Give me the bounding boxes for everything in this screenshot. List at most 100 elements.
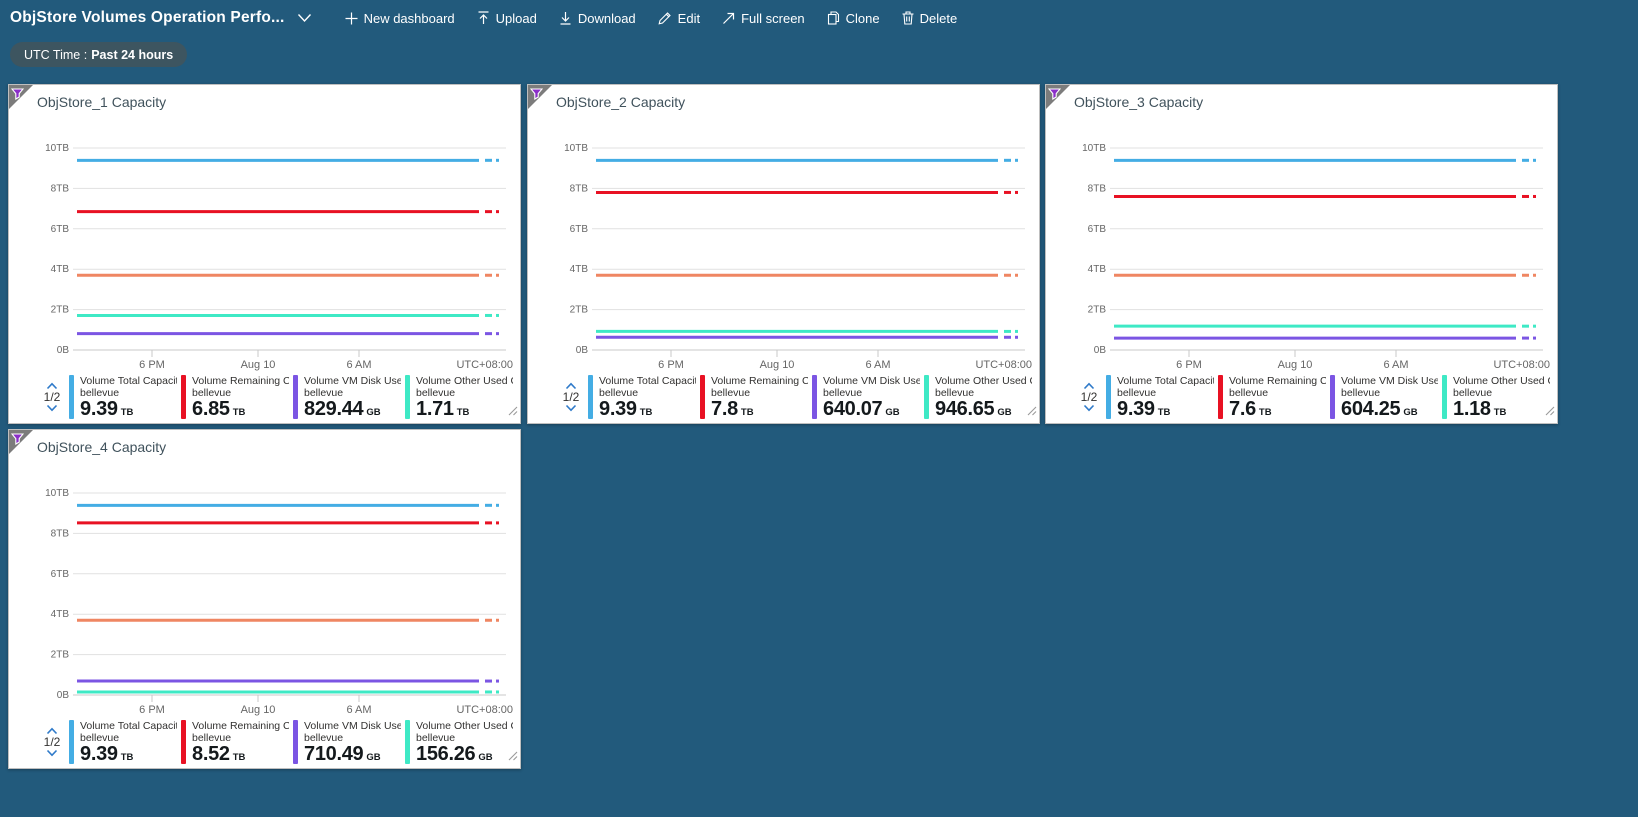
legend-metric-name: Volume Remaining Cap... bbox=[192, 375, 289, 387]
tile-resize-handle[interactable] bbox=[507, 748, 518, 766]
time-filter-value: Past 24 hours bbox=[91, 47, 174, 62]
edit-button[interactable]: Edit bbox=[647, 7, 711, 30]
legend-page-up-button[interactable] bbox=[1083, 382, 1095, 390]
legend-metric-unit: TB bbox=[232, 752, 246, 763]
y-axis-tick-label: 8TB bbox=[570, 183, 589, 194]
funnel-icon bbox=[1047, 87, 1062, 105]
legend-page-indicator: 1/2 bbox=[1080, 390, 1098, 404]
tile-objstore_4-capacity[interactable]: ObjStore_4 Capacity 10TB 8TB 6TB 4TB 2TB 0B 6 P… bbox=[8, 429, 521, 769]
legend-metric-value: 946.65 bbox=[935, 398, 995, 419]
y-axis-tick-label: 4TB bbox=[51, 264, 70, 275]
x-axis-tick-label: 6 AM bbox=[1383, 359, 1408, 371]
legend-resource-name: bellevue bbox=[599, 386, 639, 398]
legend-page-up-button[interactable] bbox=[46, 382, 58, 390]
legend-metric-unit: GB bbox=[885, 407, 900, 418]
delete-button[interactable]: Delete bbox=[891, 7, 969, 30]
button-label: Delete bbox=[919, 10, 958, 26]
legend-item[interactable]: Volume Total Capacit... bellevue 9.39 TB bbox=[69, 375, 177, 419]
legend-page-up-button[interactable] bbox=[46, 727, 58, 735]
legend-resource-name: bellevue bbox=[935, 386, 975, 398]
tile-resize-handle[interactable] bbox=[507, 403, 518, 421]
series-line-teal bbox=[596, 329, 1018, 333]
legend-resource-name: bellevue bbox=[304, 386, 344, 398]
legend-color-bar bbox=[812, 375, 817, 419]
x-axis-timezone-label: UTC+08:00 bbox=[456, 359, 513, 371]
series-line-orange bbox=[77, 273, 499, 277]
tile-title: ObjStore_3 Capacity bbox=[1074, 94, 1204, 110]
tile-title: ObjStore_4 Capacity bbox=[37, 439, 167, 455]
series-line-purple bbox=[77, 332, 499, 336]
upload-button[interactable]: Upload bbox=[466, 7, 548, 30]
legend-color-bar bbox=[588, 375, 593, 419]
new-dashboard-button[interactable]: New dashboard bbox=[334, 7, 466, 30]
tile-title: ObjStore_1 Capacity bbox=[37, 94, 167, 110]
legend-resource-name: bellevue bbox=[1117, 386, 1157, 398]
legend-page-down-button[interactable] bbox=[565, 404, 577, 412]
upload-icon bbox=[477, 11, 490, 25]
chevron-down-icon[interactable] bbox=[297, 13, 312, 23]
chart-legend: 1/2 Volume Total Capacit... bellevue 9.39 TB… bbox=[1072, 375, 1555, 419]
x-axis-tick-label: 6 AM bbox=[346, 359, 371, 371]
y-axis-tick-label: 2TB bbox=[51, 650, 70, 661]
x-axis-tick-label: 6 PM bbox=[1176, 359, 1202, 371]
legend-metric-unit: TB bbox=[639, 407, 653, 418]
chart-legend: 1/2 Volume Total Capacit... bellevue 9.39 TB… bbox=[35, 720, 518, 764]
y-axis-tick-label: 4TB bbox=[51, 609, 70, 620]
x-axis-tick-label: 6 PM bbox=[139, 704, 165, 716]
y-axis-tick-label: 4TB bbox=[570, 264, 589, 275]
legend-page-down-button[interactable] bbox=[46, 749, 58, 757]
series-line-orange bbox=[77, 618, 499, 622]
tile-objstore_2-capacity[interactable]: ObjStore_2 Capacity 10TB 8TB 6TB 4TB 2TB 0B 6 P… bbox=[527, 84, 1040, 424]
plus-icon bbox=[345, 12, 358, 25]
legend-page-up-button[interactable] bbox=[565, 382, 577, 390]
tile-resize-handle[interactable] bbox=[1544, 403, 1555, 421]
tile-title: ObjStore_2 Capacity bbox=[556, 94, 686, 110]
x-axis-tick-label: Aug 10 bbox=[760, 359, 795, 371]
time-filter-pill[interactable]: UTC Time : Past 24 hours bbox=[10, 42, 188, 67]
x-axis-timezone-label: UTC+08:00 bbox=[975, 359, 1032, 371]
download-icon bbox=[559, 11, 572, 25]
clone-icon bbox=[827, 11, 840, 25]
clone-button[interactable]: Clone bbox=[816, 7, 891, 30]
series-line-blue bbox=[596, 158, 1018, 162]
y-axis-tick-label: 6TB bbox=[51, 569, 70, 580]
tile-objstore_3-capacity[interactable]: ObjStore_3 Capacity 10TB 8TB 6TB 4TB 2TB 0B 6 P… bbox=[1045, 84, 1558, 424]
legend-item[interactable]: Volume Total Capacit... bellevue 9.39 TB bbox=[69, 720, 177, 764]
legend-item[interactable]: Volume Total Capacit... bellevue 9.39 TB bbox=[588, 375, 696, 419]
legend-metric-name: Volume Other Used Ca... bbox=[1453, 375, 1550, 387]
legend-metric-value: 604.25 bbox=[1341, 398, 1401, 419]
tile-objstore_1-capacity[interactable]: ObjStore_1 Capacity 10TB 8TB 6TB 4TB 2TB 0B 6 P… bbox=[8, 84, 521, 424]
toolbar-buttons: New dashboard Upload Download Edit Full scre… bbox=[334, 7, 969, 30]
legend-color-bar bbox=[1442, 375, 1447, 419]
legend-color-bar bbox=[293, 720, 298, 764]
fullscreen-icon bbox=[722, 12, 735, 25]
legend-metric-unit: TB bbox=[120, 407, 134, 418]
legend-resource-name: bellevue bbox=[192, 731, 232, 743]
legend-metric-value: 7.8 bbox=[711, 398, 738, 419]
legend-item[interactable]: Volume Total Capacit... bellevue 9.39 TB bbox=[1106, 375, 1214, 419]
series-line-teal bbox=[77, 690, 499, 694]
full-screen-button[interactable]: Full screen bbox=[711, 7, 816, 30]
legend-pager: 1/2 bbox=[554, 375, 588, 419]
tile-resize-handle[interactable] bbox=[1026, 403, 1037, 421]
series-line-blue bbox=[77, 503, 499, 507]
legend-page-down-button[interactable] bbox=[46, 404, 58, 412]
download-button[interactable]: Download bbox=[548, 7, 647, 30]
series-line-purple bbox=[77, 679, 499, 683]
legend-color-bar bbox=[924, 375, 929, 419]
series-line-orange bbox=[596, 273, 1018, 277]
legend-page-down-button[interactable] bbox=[1083, 404, 1095, 412]
dashboard-title: ObjStore Volumes Operation Perfo... bbox=[10, 9, 285, 26]
